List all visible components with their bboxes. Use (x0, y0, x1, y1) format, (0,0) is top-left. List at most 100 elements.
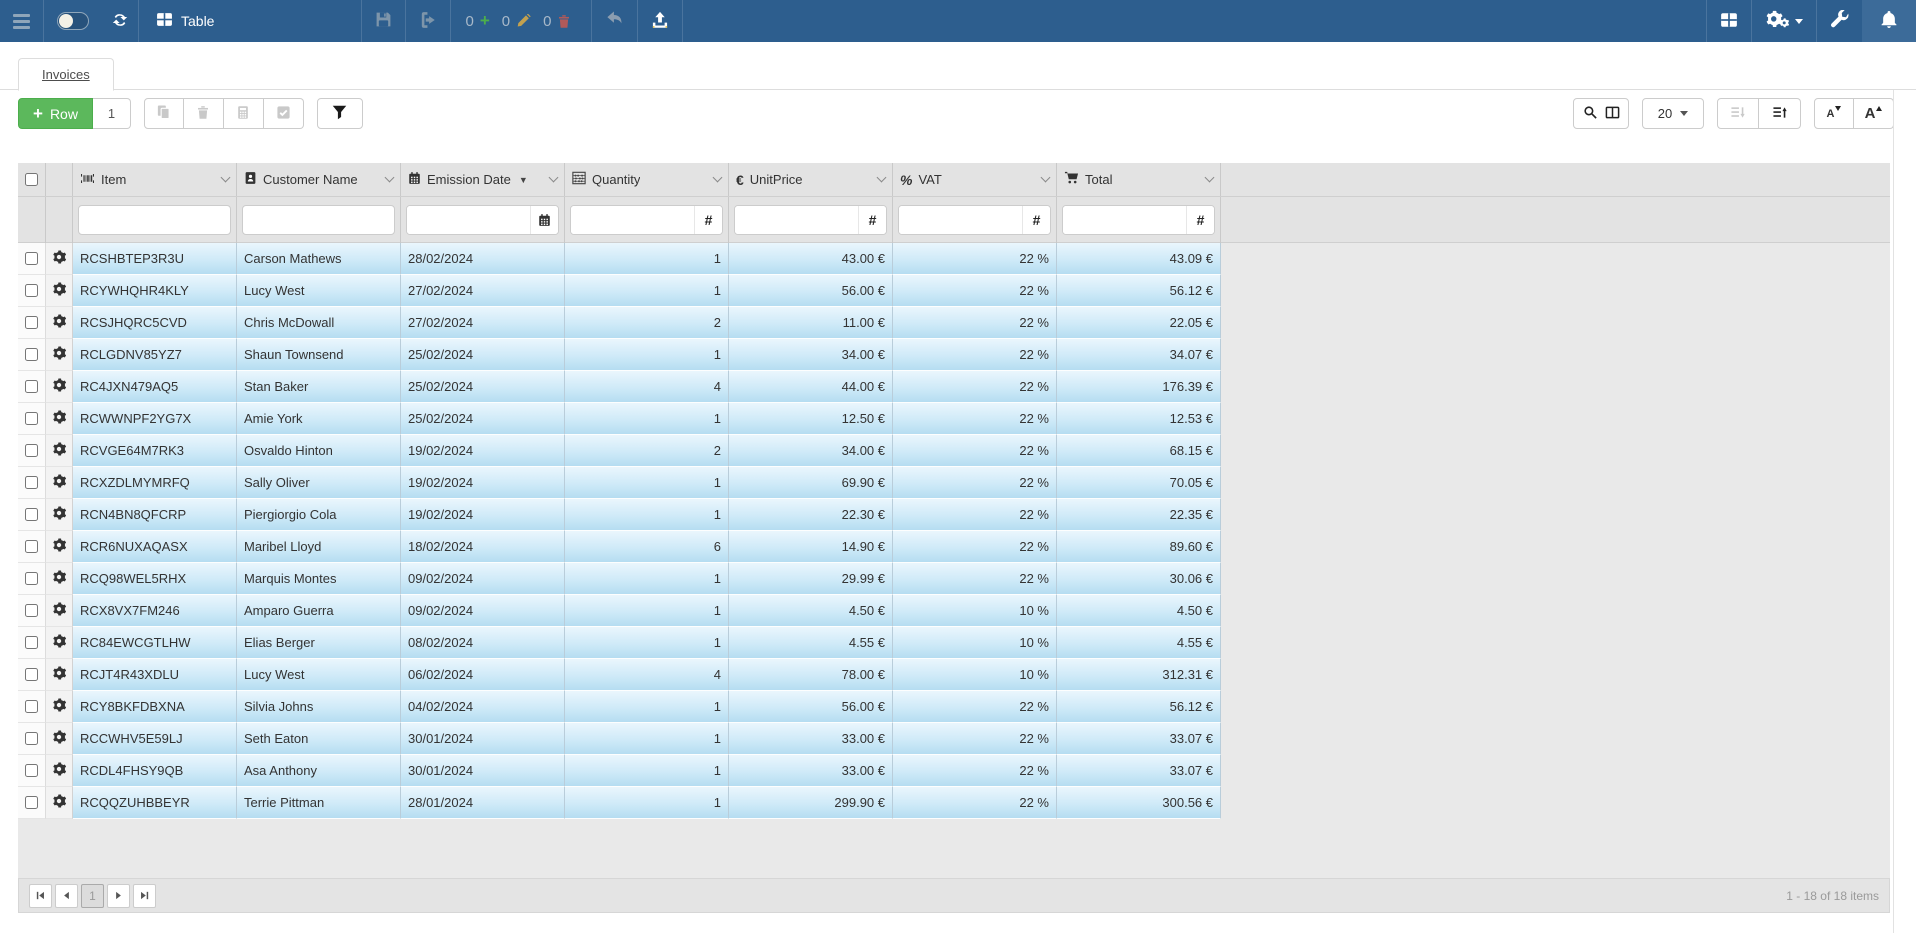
exit-button[interactable] (406, 0, 450, 42)
cell-item[interactable]: RCLGDNV85YZ7 (73, 339, 237, 371)
cell-vat[interactable]: 10 % (893, 595, 1057, 627)
chevron-down-icon[interactable] (220, 172, 231, 183)
row-checkbox[interactable] (25, 668, 38, 681)
font-decrease-button[interactable]: A (1814, 98, 1854, 129)
table-row[interactable]: RCWWNPF2YG7X Amie York 25/02/2024 1 12.5… (18, 403, 1890, 435)
cell-quantity[interactable]: 6 (565, 531, 729, 563)
chevron-down-icon[interactable] (1204, 172, 1215, 183)
add-row-count-input[interactable] (92, 98, 131, 129)
cell-total[interactable]: 4.50 € (1057, 595, 1221, 627)
cell-customer[interactable]: Amparo Guerra (237, 595, 401, 627)
row-settings-button[interactable] (46, 723, 73, 755)
column-header-unitprice[interactable]: € UnitPrice (729, 163, 893, 196)
cell-item[interactable]: RCSJHQRC5CVD (73, 307, 237, 339)
cell-quantity[interactable]: 1 (565, 787, 729, 819)
cell-vat[interactable]: 22 % (893, 403, 1057, 435)
row-settings-button[interactable] (46, 371, 73, 403)
cell-customer[interactable]: Lucy West (237, 659, 401, 691)
chevron-down-icon[interactable] (384, 172, 395, 183)
tab-invoices[interactable]: Invoices (18, 58, 114, 91)
prev-page-button[interactable] (55, 883, 78, 908)
column-header-quantity[interactable]: Quantity (565, 163, 729, 196)
next-page-button[interactable] (107, 883, 130, 908)
cell-total[interactable]: 12.53 € (1057, 403, 1221, 435)
customer-filter-input[interactable] (242, 205, 395, 235)
table-row[interactable]: RCR6NUXAQASX Maribel Lloyd 18/02/2024 6 … (18, 531, 1890, 563)
number-filter-toggle[interactable]: # (858, 206, 886, 234)
table-row[interactable]: RCSHBTEP3R3U Carson Mathews 28/02/2024 1… (18, 243, 1890, 275)
row-checkbox[interactable] (25, 380, 38, 393)
row-settings-button[interactable] (46, 595, 73, 627)
search-columns-button[interactable] (1573, 98, 1629, 129)
cell-quantity[interactable]: 1 (565, 275, 729, 307)
row-settings-button[interactable] (46, 627, 73, 659)
date-filter-input[interactable] (407, 206, 530, 234)
cell-quantity[interactable]: 1 (565, 563, 729, 595)
cell-unitprice[interactable]: 56.00 € (729, 275, 893, 307)
number-filter-toggle[interactable]: # (1186, 206, 1214, 234)
column-header-total[interactable]: Total (1057, 163, 1221, 196)
table-row[interactable]: RCYWHQHR4KLY Lucy West 27/02/2024 1 56.0… (18, 275, 1890, 307)
cell-vat[interactable]: 22 % (893, 435, 1057, 467)
item-filter-input[interactable] (78, 205, 231, 235)
row-settings-button[interactable] (46, 755, 73, 787)
cell-total[interactable]: 43.09 € (1057, 243, 1221, 275)
cell-vat[interactable]: 22 % (893, 499, 1057, 531)
row-settings-button[interactable] (46, 691, 73, 723)
clear-sort-button[interactable] (1717, 98, 1759, 129)
cell-unitprice[interactable]: 44.00 € (729, 371, 893, 403)
cell-item[interactable]: RCYWHQHR4KLY (73, 275, 237, 307)
row-settings-button[interactable] (46, 531, 73, 563)
row-settings-button[interactable] (46, 435, 73, 467)
row-checkbox[interactable] (25, 796, 38, 809)
cell-item[interactable]: RCX8VX7FM246 (73, 595, 237, 627)
cell-vat[interactable]: 22 % (893, 307, 1057, 339)
dark-mode-toggle[interactable] (44, 0, 102, 42)
cell-vat[interactable]: 22 % (893, 243, 1057, 275)
duplicate-rows-button[interactable] (143, 98, 184, 129)
cell-item[interactable]: RCCWHV5E59LJ (73, 723, 237, 755)
cell-unitprice[interactable]: 43.00 € (729, 243, 893, 275)
cell-date[interactable]: 19/02/2024 (401, 467, 565, 499)
cell-item[interactable]: RCSHBTEP3R3U (73, 243, 237, 275)
cell-total[interactable]: 33.07 € (1057, 755, 1221, 787)
cell-unitprice[interactable]: 4.55 € (729, 627, 893, 659)
cell-customer[interactable]: Elias Berger (237, 627, 401, 659)
table-row[interactable]: RCXZDLMYMRFQ Sally Oliver 19/02/2024 1 6… (18, 467, 1890, 499)
chevron-down-icon[interactable] (876, 172, 887, 183)
page-size-select[interactable]: 20 (1642, 98, 1704, 129)
cell-date[interactable]: 19/02/2024 (401, 499, 565, 531)
cell-quantity[interactable]: 1 (565, 627, 729, 659)
table-row[interactable]: RCJT4R43XDLU Lucy West 06/02/2024 4 78.0… (18, 659, 1890, 691)
row-settings-button[interactable] (46, 499, 73, 531)
row-checkbox[interactable] (25, 316, 38, 329)
row-checkbox[interactable] (25, 476, 38, 489)
cell-date[interactable]: 06/02/2024 (401, 659, 565, 691)
table-row[interactable]: RCN4BN8QFCRP Piergiorgio Cola 19/02/2024… (18, 499, 1890, 531)
compute-rows-button[interactable] (223, 98, 264, 129)
cell-customer[interactable]: Chris McDowall (237, 307, 401, 339)
cell-vat[interactable]: 22 % (893, 755, 1057, 787)
validate-rows-button[interactable] (263, 98, 304, 129)
row-checkbox[interactable] (25, 732, 38, 745)
vat-filter-input[interactable] (899, 206, 1022, 234)
cell-customer[interactable]: Silvia Johns (237, 691, 401, 723)
cell-customer[interactable]: Terrie Pittman (237, 787, 401, 819)
cell-vat[interactable]: 22 % (893, 371, 1057, 403)
column-header-emission-date[interactable]: Emission Date ▼ (401, 163, 565, 196)
cell-quantity[interactable]: 1 (565, 595, 729, 627)
cell-vat[interactable]: 22 % (893, 339, 1057, 371)
row-settings-button[interactable] (46, 787, 73, 819)
cell-total[interactable]: 56.12 € (1057, 691, 1221, 723)
cell-unitprice[interactable]: 33.00 € (729, 723, 893, 755)
refresh-button[interactable] (102, 0, 138, 42)
table-row[interactable]: RCLGDNV85YZ7 Shaun Townsend 25/02/2024 1… (18, 339, 1890, 371)
table-row[interactable]: RCQQZUHBBEYR Terrie Pittman 28/01/2024 1… (18, 787, 1890, 819)
cell-quantity[interactable]: 4 (565, 659, 729, 691)
cell-date[interactable]: 04/02/2024 (401, 691, 565, 723)
cell-unitprice[interactable]: 56.00 € (729, 691, 893, 723)
cell-date[interactable]: 25/02/2024 (401, 371, 565, 403)
sort-button[interactable] (1759, 98, 1801, 129)
cell-unitprice[interactable]: 34.00 € (729, 339, 893, 371)
cell-unitprice[interactable]: 11.00 € (729, 307, 893, 339)
